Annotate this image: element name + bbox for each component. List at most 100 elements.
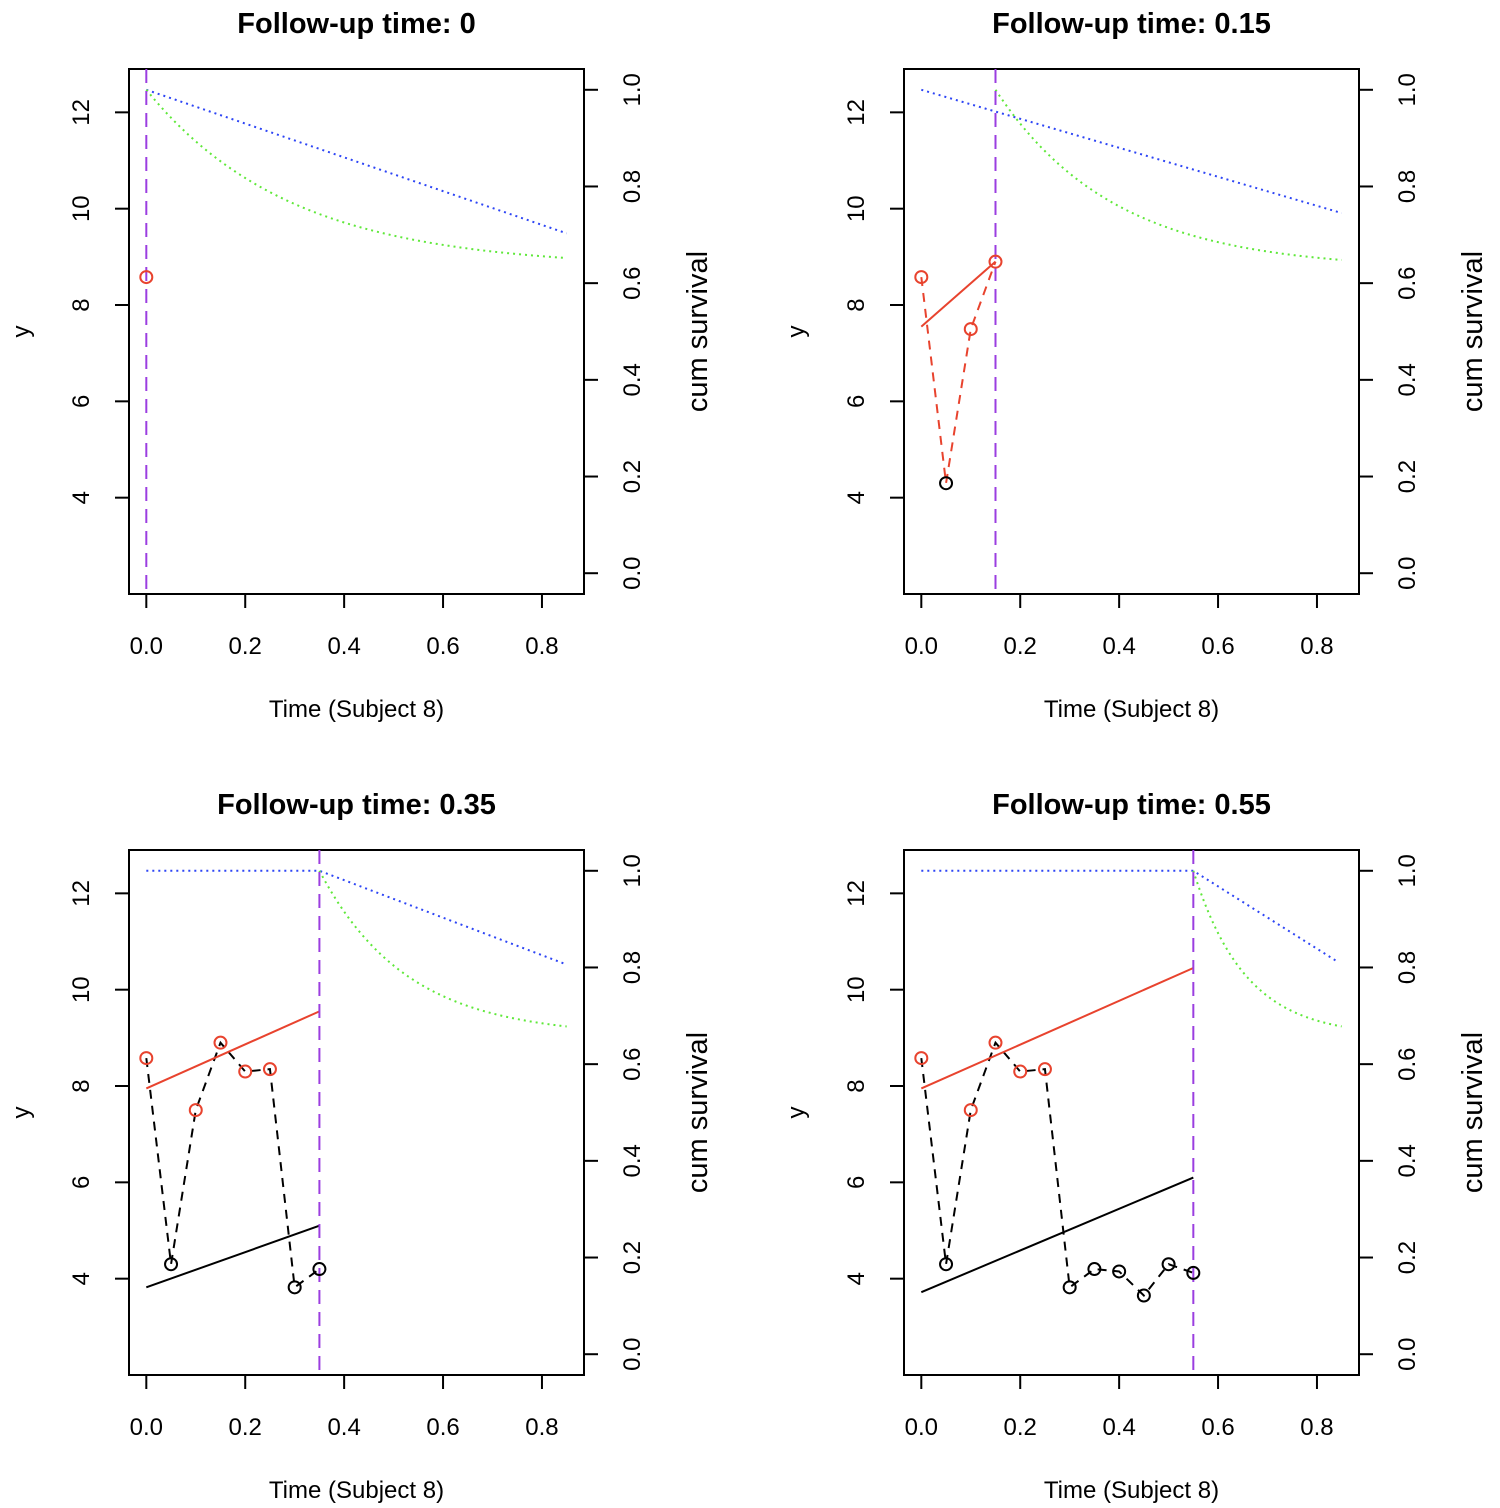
y2-tick-label: 0.6 <box>619 266 646 299</box>
y-tick-label: 8 <box>843 298 870 311</box>
y2-tick-label: 0.8 <box>619 170 646 203</box>
y2-tick-label: 0.6 <box>1394 1047 1421 1080</box>
observed-point <box>1013 1064 1028 1079</box>
observed-point <box>262 1062 277 1077</box>
survival-upper-line <box>145 88 568 235</box>
plot-frame <box>903 68 1360 595</box>
y2-tick-label: 0.4 <box>619 363 646 396</box>
observed-point <box>988 1035 1003 1050</box>
x-tick-label: 0.0 <box>905 1414 938 1441</box>
x-axis-label: Time (Subject 8) <box>269 1477 444 1504</box>
earlier-point <box>312 1262 327 1277</box>
y2-tick-label: 0.0 <box>1394 1338 1421 1371</box>
panel-title: Follow-up time: 0 <box>237 8 475 40</box>
observed-point <box>238 1064 253 1079</box>
earlier-point <box>1087 1262 1102 1277</box>
y-tick-label: 10 <box>68 976 95 1003</box>
y-tick-label: 12 <box>843 880 870 907</box>
y2-tick-label: 0.2 <box>1394 460 1421 493</box>
earlier-fit-line <box>145 1224 320 1289</box>
y-tick-label: 6 <box>68 1176 95 1189</box>
y-tick-label: 6 <box>843 395 870 408</box>
x-tick-label: 0.0 <box>130 633 163 660</box>
survival-lower-line <box>1192 870 1342 1028</box>
x-tick-label: 0.6 <box>426 1414 459 1441</box>
y-axis-label: y <box>783 1107 810 1119</box>
x-axis-label: Time (Subject 8) <box>1044 1477 1219 1504</box>
plot-area <box>139 850 568 1375</box>
earlier-fit-line <box>920 1176 1194 1294</box>
y-tick-label: 10 <box>843 976 870 1003</box>
x-tick-label: 0.2 <box>1004 1414 1037 1441</box>
trajectory-path <box>920 261 997 484</box>
observed-point <box>139 270 154 285</box>
trajectory-path <box>920 1040 1194 1298</box>
earlier-point <box>164 1257 179 1272</box>
right-axis-label: cum survival <box>682 1032 714 1193</box>
panel-2: Follow-up time: 0.15 Time (Subject 8) y cum… <box>783 8 1489 723</box>
survival-lower-line <box>318 870 567 1028</box>
earlier-point <box>939 1257 954 1272</box>
x-tick-label: 0.6 <box>1201 633 1234 660</box>
y2-tick-label: 0.8 <box>1394 951 1421 984</box>
y-tick-label: 12 <box>68 880 95 907</box>
observed-point <box>188 1103 203 1118</box>
x-tick-label: 0.4 <box>1102 633 1135 660</box>
plot-area <box>914 850 1342 1375</box>
x-tick-label: 0.4 <box>1102 1414 1135 1441</box>
panel-title: Follow-up time: 0.35 <box>217 789 496 821</box>
right-axis-label: cum survival <box>1457 251 1489 412</box>
observed-point <box>139 1051 154 1066</box>
observed-point <box>963 1103 978 1118</box>
x-tick-label: 0.0 <box>905 633 938 660</box>
survival-upper-line <box>921 869 1338 963</box>
observed-point <box>963 322 978 337</box>
x-tick-label: 0.4 <box>327 1414 360 1441</box>
x-axis-label: Time (Subject 8) <box>1044 696 1219 723</box>
y-axis-label: y <box>783 326 810 338</box>
y-tick-label: 8 <box>68 1079 95 1092</box>
panel-4: Follow-up time: 0.55 Time (Subject 8) y cum… <box>783 789 1489 1504</box>
survival-lower-line <box>994 89 1342 261</box>
y2-tick-label: 0.0 <box>619 557 646 590</box>
panel-title: Follow-up time: 0.15 <box>992 8 1271 40</box>
y2-tick-label: 0.2 <box>619 460 646 493</box>
y-tick-label: 12 <box>843 99 870 126</box>
y-tick-label: 10 <box>843 195 870 222</box>
y2-tick-label: 0.2 <box>619 1241 646 1274</box>
survival-lower-line <box>145 89 567 260</box>
x-tick-label: 0.6 <box>1201 1414 1234 1441</box>
observed-point <box>914 270 929 285</box>
y2-tick-label: 0.8 <box>1394 170 1421 203</box>
observed-point <box>988 254 1003 269</box>
y2-tick-label: 0.8 <box>619 951 646 984</box>
y2-tick-label: 0.4 <box>1394 1144 1421 1177</box>
earlier-point <box>287 1280 302 1295</box>
observed-fit-line <box>920 260 997 328</box>
y-tick-label: 6 <box>68 395 95 408</box>
y2-tick-label: 0.4 <box>619 1144 646 1177</box>
trajectory-path <box>145 1040 321 1290</box>
y-tick-label: 8 <box>68 298 95 311</box>
y2-tick-label: 0.2 <box>1394 1241 1421 1274</box>
y-axis-label: y <box>8 1107 35 1119</box>
plot-frame <box>128 68 585 595</box>
earlier-point <box>1136 1288 1151 1303</box>
earlier-point <box>1186 1265 1201 1280</box>
survival-upper-line <box>921 88 1342 215</box>
x-tick-label: 0.0 <box>130 1414 163 1441</box>
plot-frame <box>903 849 1360 1376</box>
y-tick-label: 10 <box>68 195 95 222</box>
x-tick-label: 0.6 <box>426 633 459 660</box>
x-tick-label: 0.2 <box>1004 633 1037 660</box>
right-axis-label: cum survival <box>682 251 714 412</box>
y-tick-label: 4 <box>843 1272 870 1285</box>
x-tick-label: 0.4 <box>327 633 360 660</box>
x-tick-label: 0.8 <box>1300 633 1333 660</box>
observed-fit-line <box>145 1010 320 1090</box>
earlier-point <box>1062 1280 1077 1295</box>
y2-tick-label: 0.0 <box>1394 557 1421 590</box>
y-axis-label: y <box>8 326 35 338</box>
panel-1: Follow-up time: 0 Time (Subject 8) y cum su… <box>8 8 714 723</box>
x-tick-label: 0.2 <box>229 1414 262 1441</box>
